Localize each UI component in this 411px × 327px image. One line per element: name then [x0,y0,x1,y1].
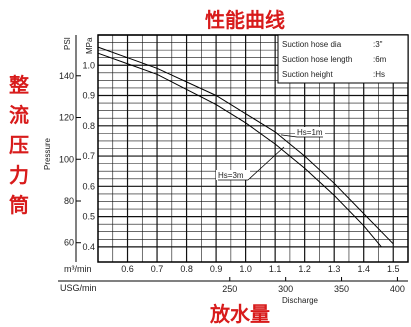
y-tick-label-psi: 60 [64,238,74,248]
y-tick-label-mpa: 0.5 [82,212,95,222]
x-tick-label-m3: 1.0 [239,264,252,274]
y-tick-label-psi: 140 [59,71,74,81]
x-tick-label-m3: 0.9 [210,264,223,274]
x-tick-label-m3: 1.4 [357,264,370,274]
annotation-label: Hs=3m [218,171,244,180]
pressure-label: Pressure [43,137,52,170]
y-tick-label-mpa: 0.6 [82,181,95,191]
y-tick-label-psi: 80 [64,196,74,206]
discharge-label: Discharge [282,296,319,305]
legend-row-label: Suction hose dia [282,40,342,49]
y-tick-label-psi: 120 [59,113,74,123]
y-tick-label-mpa: 0.4 [82,242,95,252]
plot-frame [97,34,409,263]
x-tick-label-usg: 350 [334,284,349,294]
legend-row-label: Suction height [282,70,333,79]
chart-title: 性能曲线 [205,8,285,32]
x-tick-label-m3: 0.7 [151,264,164,274]
annotation-bg [295,127,325,137]
legend-row-label: Suction hose length [282,55,352,64]
y-axis-title-char: 整 [9,73,29,97]
series-line-hs1m [97,46,394,245]
y-tick-label-mpa: 0.9 [82,91,95,101]
y-axis-title-char: 力 [9,163,29,187]
series-line-hs3m [97,52,382,248]
annotation-label: Hs=1m [297,128,323,137]
y-tick-label-mpa: 1.0 [82,60,95,70]
y-tick-label-mpa: 0.7 [82,151,95,161]
annotation-leader [280,134,298,138]
x-tick-label-m3: 0.6 [121,264,134,274]
legend-row-value: :Hs [373,70,385,79]
x-tick-label-m3: 1.2 [298,264,311,274]
y-axis-title-cn: 整流压力筒 [4,70,34,220]
annotation-bg [216,170,250,180]
x-tick-label-m3: 0.8 [180,264,193,274]
legend-box [277,34,409,84]
x-tick-label-m3: 1.1 [269,264,282,274]
x-tick-label-usg: 300 [278,284,293,294]
y-axis-title-char: 流 [9,103,29,127]
x-unit-m3-label: m³/min [64,264,92,274]
x-tick-label-m3: 1.3 [328,264,341,274]
y-axis-title-char: 筒 [9,193,29,217]
psi-unit-label: PSI [63,37,72,50]
y-tick-label-psi: 100 [59,154,74,164]
y-axis-title-char: 压 [9,133,29,157]
x-tick-label-m3: 1.5 [387,264,400,274]
annotation-leader [247,146,285,181]
x-tick-label-usg: 250 [222,284,237,294]
legend-row-value: :6m [373,55,387,64]
y-tick-label-mpa: 0.8 [82,121,95,131]
mpa-unit-label: MPa [85,37,94,54]
legend-row-value: :3" [373,40,383,49]
x-tick-label-usg: 400 [390,284,405,294]
x-unit-usg-label: USG/min [60,283,97,293]
